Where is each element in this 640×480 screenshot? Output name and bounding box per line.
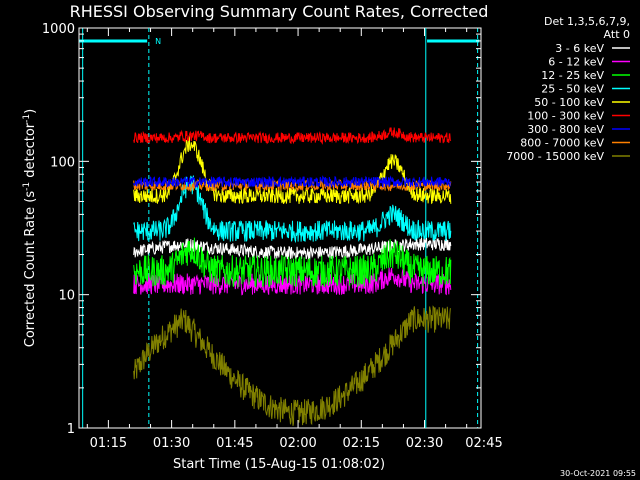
series-line-8 [133, 305, 451, 426]
series-line-3 [133, 175, 452, 244]
y-axis-label: Corrected Count Rate (s-1 detector-1) [22, 109, 38, 347]
legend-entry-label-2: 12 - 25 keV [541, 69, 604, 82]
legend-entry-label-8: 7000 - 15000 keV [506, 150, 604, 163]
series-line-4 [133, 136, 452, 205]
legend-header-attenuator: Att 0 [604, 28, 630, 41]
legend-entry-label-1: 6 - 12 keV [548, 56, 604, 69]
y-axis-label-main: Corrected Count Rate (s [23, 191, 38, 348]
legend-entry-label-4: 50 - 100 keV [534, 96, 604, 109]
legend-entry-label-3: 25 - 50 keV [541, 83, 604, 96]
y-axis-label-end: ) [23, 109, 38, 114]
series-line-6 [133, 175, 452, 189]
legend-entry-label-0: 3 - 6 keV [555, 42, 604, 55]
legend-entry-label-7: 800 - 7000 keV [520, 137, 604, 150]
y-tick-label-0: 1 [67, 422, 75, 437]
y-tick-label-2: 100 [50, 155, 75, 170]
legend-entry-label-6: 300 - 800 keV [527, 123, 604, 136]
eclipse-layer: N [79, 28, 480, 428]
x-tick-label-6: 02:45 [465, 436, 502, 451]
y-axis-label-mid: detector [23, 122, 38, 182]
eclipse-label: N [155, 37, 161, 46]
series-line-2 [133, 237, 452, 288]
x-tick-label-1: 01:30 [153, 436, 190, 451]
plot-frame [78, 27, 482, 429]
x-tick-label-2: 01:45 [216, 436, 253, 451]
axis-layer: 01:15 01:30 01:45 02:00 02:15 02:30 02:45 1 10 10… [42, 22, 503, 451]
legend-header-detectors: Det 1,3,5,6,7,9, [544, 15, 630, 28]
legend-entry-label-5: 100 - 300 keV [527, 110, 604, 123]
x-tick-label-4: 02:15 [343, 436, 380, 451]
chart-title: RHESSI Observing Summary Count Rates, Co… [70, 2, 489, 21]
y-tick-label-3: 1000 [42, 22, 75, 37]
x-axis-label: Start Time (15-Aug-15 01:08:02) [173, 457, 385, 472]
x-tick-label-3: 02:00 [279, 436, 316, 451]
x-tick-label-0: 01:15 [90, 436, 127, 451]
series-line-5 [133, 127, 452, 145]
y-tick-label-1: 10 [58, 289, 75, 304]
footer-timestamp: 30-Oct-2021 09:55 [560, 469, 636, 478]
x-tick-label-5: 02:30 [406, 436, 443, 451]
series-layer [133, 127, 452, 426]
y-axis-label-sup1: -1 [22, 182, 32, 191]
y-axis-label-sup2: -1 [22, 114, 32, 123]
series-line-7 [133, 178, 452, 193]
